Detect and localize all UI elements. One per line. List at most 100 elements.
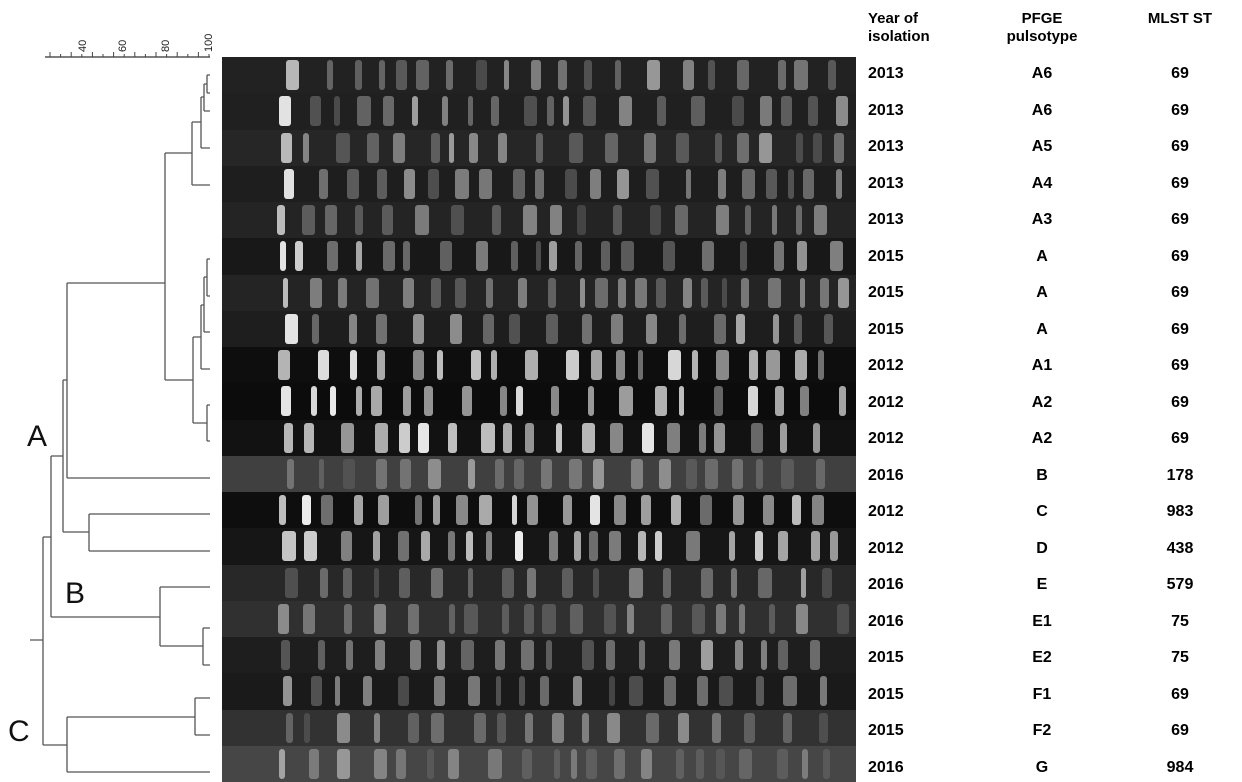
year-of-isolation-header: Year of isolation [868, 10, 930, 45]
gel-band [654, 386, 667, 417]
gel-band [283, 676, 292, 707]
gel-band [455, 168, 469, 199]
gel-band [302, 495, 312, 525]
gel-band [606, 640, 616, 670]
gel-band [376, 350, 385, 380]
gel-band [595, 277, 609, 308]
gel-band [335, 132, 350, 163]
gel-band [467, 676, 481, 707]
gel-band [714, 313, 727, 344]
gel-band [363, 676, 372, 707]
gel-band [621, 241, 635, 272]
gel-band [479, 495, 493, 525]
isolate-mlst: 69 [1171, 174, 1189, 192]
gel-band [604, 132, 618, 163]
gel-band [685, 168, 692, 199]
gel-band [479, 168, 493, 199]
gel-band [278, 350, 290, 380]
gel-band [286, 458, 295, 489]
gel-band [569, 132, 583, 163]
gel-band [282, 531, 297, 562]
gel-band [309, 748, 320, 779]
gel-band [311, 676, 323, 707]
gel-band [540, 458, 553, 489]
gel-band [418, 422, 429, 453]
gel-band [587, 386, 595, 417]
gel-band [589, 495, 601, 525]
gel-band [294, 241, 304, 272]
gel-band [467, 96, 473, 127]
gel-band [821, 567, 833, 598]
gel-band [448, 422, 457, 453]
pfge-pulsotype-header: PFGE pulsotype [1006, 10, 1078, 45]
gel-band [356, 241, 362, 272]
gel-lane [222, 709, 856, 748]
gel-band [562, 567, 573, 598]
gel-band [491, 96, 499, 127]
isolate-year: 2015 [868, 685, 904, 703]
gel-band [763, 495, 774, 525]
gel-band [743, 712, 755, 743]
scale-tick-label: 80 [160, 40, 172, 52]
gel-band [811, 495, 824, 525]
gel-band [836, 603, 849, 634]
isolate-pfge: G [1035, 758, 1049, 776]
isolate-mlst: 69 [1171, 393, 1189, 411]
isolate-year: 2015 [868, 320, 904, 338]
gel-band [448, 531, 455, 562]
gel-band [676, 132, 690, 163]
gel-band [431, 567, 444, 598]
gel-band [758, 567, 772, 598]
gel-band [707, 60, 716, 90]
gel-band [491, 350, 498, 380]
gel-band [564, 168, 577, 199]
isolate-mlst: 69 [1171, 722, 1189, 739]
gel-band [571, 748, 577, 779]
gel-band [748, 386, 759, 417]
isolate-pfge: A4 [1031, 174, 1053, 192]
gel-band [377, 168, 387, 199]
cluster-label-a: A [27, 420, 48, 453]
gel-band [409, 640, 421, 670]
isolate-mlst: 69 [1171, 138, 1189, 155]
dendrogram-branches [30, 74, 210, 773]
gel-band [610, 422, 623, 453]
gel-band [691, 350, 699, 380]
gel-band [355, 60, 363, 90]
gel-band [433, 495, 441, 525]
gel-band [500, 386, 508, 417]
gel-band [645, 168, 659, 199]
gel-band [356, 96, 371, 127]
gel-band [327, 241, 338, 272]
isolate-mlst: 69 [1171, 357, 1189, 374]
gel-band [278, 748, 285, 779]
gel-band [403, 168, 416, 199]
gel-band [676, 748, 684, 779]
gel-band [524, 422, 534, 453]
isolate-year: 2013 [868, 174, 904, 192]
gel-band [485, 277, 493, 308]
gel-band [830, 531, 839, 562]
gel-band [728, 531, 736, 562]
gel-band [327, 60, 334, 90]
gel-band [448, 132, 454, 163]
gel-band [495, 676, 502, 707]
gel-band [338, 277, 348, 308]
gel-band [739, 748, 753, 779]
isolate-year: 2016 [868, 612, 904, 630]
gel-lane [222, 383, 856, 422]
gel-band [280, 640, 291, 670]
gel-band [375, 458, 388, 489]
gel-band [467, 567, 474, 598]
gel-band [719, 676, 734, 707]
gel-band [796, 603, 809, 634]
gel-band [555, 422, 562, 453]
gel-band [659, 458, 672, 489]
isolate-year: 2016 [868, 576, 904, 593]
gel-band [502, 422, 512, 453]
gel-band [626, 603, 634, 634]
gel-lane [222, 238, 856, 277]
gel-band [542, 603, 556, 634]
isolate-year: 2012 [868, 539, 904, 557]
gel-band [467, 458, 476, 489]
